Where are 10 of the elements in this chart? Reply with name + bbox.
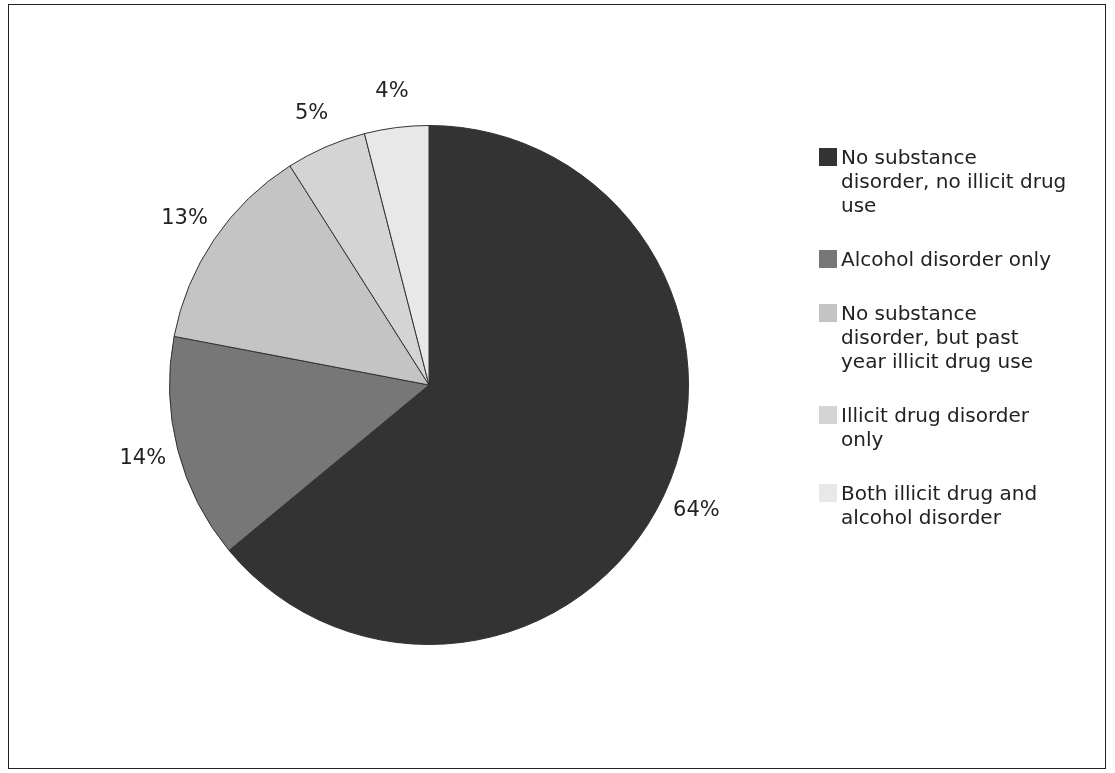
legend-label: No substance disorder, but past year illicit drug use [841, 301, 1034, 373]
data-label: 5% [294, 100, 329, 125]
legend-label: Illicit drug disorder only [841, 403, 1030, 451]
data-label: 13% [161, 205, 208, 230]
legend-label: Both illicit drug and alcohol disorder [841, 481, 1039, 529]
legend-label: Alcohol disorder only [841, 247, 1051, 271]
data-label: 14% [119, 444, 167, 469]
legend-label: No substance disorder, no illicit drug use [841, 145, 1068, 217]
data-label: 64% [673, 497, 720, 522]
data-label: 4% [375, 78, 409, 103]
